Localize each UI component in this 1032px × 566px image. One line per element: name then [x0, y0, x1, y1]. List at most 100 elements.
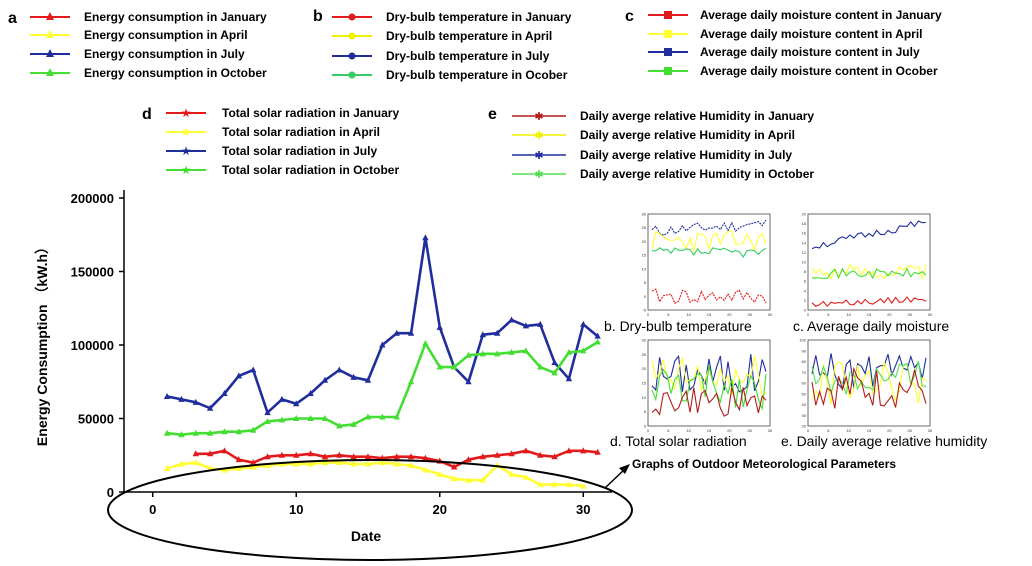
subplot-y-tick: 90 [802, 348, 807, 353]
subplot-frame [647, 339, 771, 427]
data-point-july [264, 409, 271, 416]
y-tick-label: 100000 [71, 338, 114, 353]
data-point-july [336, 366, 343, 373]
data-point-july [206, 404, 214, 411]
subplot-series-line [651, 288, 767, 304]
subplot-x-tick: 10 [846, 312, 851, 317]
subplot-x-tick: 25 [747, 428, 752, 433]
subplot-series-line [811, 220, 927, 250]
y-axis-label: Energy Consumption （kW.h） [34, 240, 50, 446]
data-point-january [493, 451, 501, 458]
data-point-january [206, 450, 214, 457]
x-tick-label: 30 [576, 502, 590, 517]
data-point-october [407, 378, 415, 385]
pointer-arrow-head [619, 464, 630, 474]
subplot-d: 0 5 10 15 20 25 30 0 5 10 15 20 25 30 [642, 338, 773, 434]
data-point-july [580, 320, 587, 327]
svg-text:✱: ✱ [534, 150, 543, 162]
data-point-july [594, 332, 601, 339]
highlight-ellipse [107, 459, 633, 561]
data-point-july [192, 398, 199, 405]
subplot-y-tick: 40 [802, 402, 807, 407]
data-point-april [522, 473, 530, 480]
data-point-july [537, 320, 544, 327]
svg-text:✱: ✱ [534, 169, 543, 181]
series-line-april [166, 461, 584, 488]
data-point-january [537, 451, 544, 458]
legend-d-item-january: ★ Total solar radiation in January [166, 106, 399, 120]
svg-text:★: ★ [181, 106, 192, 120]
data-point-october [163, 429, 171, 436]
legend-b-item-october: Dry-bulb temperature in Ocober [332, 68, 568, 82]
legend-c-item-october: Average daily moisture content in Ocober [648, 64, 938, 78]
subplot-y-tick: 10 [642, 266, 647, 271]
data-point-april [293, 460, 300, 467]
data-point-april [192, 459, 199, 466]
data-point-january [594, 448, 601, 455]
legend-a-item-january: Energy consumption in January [30, 10, 267, 24]
data-point-october [537, 363, 544, 370]
subplot-y-tick: 20 [642, 239, 647, 244]
data-point-april [407, 462, 415, 469]
data-point-july [178, 395, 185, 402]
data-point-january [465, 456, 472, 463]
subplot-e: 20 30 40 50 60 70 80 90 100 0 5 10 15 20 25 30 [799, 338, 933, 434]
legend-a-item-april: Energy consumption in April [30, 28, 248, 42]
data-point-july [565, 375, 573, 382]
data-point-april [422, 466, 429, 473]
data-point-october [379, 413, 386, 420]
subplot-frame [807, 213, 931, 311]
legend-a-letter: a [8, 10, 17, 27]
subplot-e-caption: e. Daily average relative humidity [781, 433, 987, 449]
y-tick-label: 150000 [71, 265, 114, 280]
subplot-y-tick: 20 [802, 212, 807, 217]
subplot-y-tick: 10 [802, 260, 807, 265]
legend-d-label-april: Total solar radiation in April [222, 125, 380, 139]
data-point-april [163, 464, 171, 471]
subplot-x-tick: 20 [727, 428, 732, 433]
subplot-c: 0 2 4 6 8 10 12 14 16 18 20 0 5 10 15 20 25 30 [802, 212, 933, 318]
data-point-april [379, 459, 386, 466]
subplot-y-tick: 25 [642, 225, 647, 230]
data-point-april [321, 459, 329, 466]
data-point-april [221, 466, 228, 473]
subplot-y-tick: 14 [802, 240, 807, 245]
data-point-july [350, 373, 357, 380]
data-point-april [178, 460, 185, 467]
subplot-y-tick: 16 [802, 231, 807, 236]
subplot-y-tick: 15 [642, 253, 647, 258]
subplot-y-tick: 60 [802, 381, 807, 386]
subplot-x-tick: 15 [867, 312, 872, 317]
subplot-y-tick: 0 [804, 308, 807, 313]
data-point-october [551, 369, 558, 376]
subplot-x-tick: 25 [907, 428, 912, 433]
data-point-january [580, 447, 587, 454]
subplot-y-tick: 30 [642, 338, 647, 343]
subplot-series-line [651, 365, 767, 411]
data-point-july [163, 392, 171, 399]
subplot-y-tick: 2 [804, 298, 807, 303]
data-point-october [364, 413, 372, 420]
subplot-x-tick: 5 [667, 428, 670, 433]
legend-c-letter: c [625, 8, 634, 25]
legend-c-item-april: Average daily moisture content in April [648, 27, 923, 41]
subplot-d-caption: d. Total solar radiation [610, 433, 747, 449]
data-point-january [249, 459, 257, 466]
legend-c: c Average daily moisture content in Janu… [625, 8, 942, 78]
legend-d-item-april: ★ Total solar radiation in April [166, 125, 380, 139]
data-point-april [264, 462, 271, 469]
data-point-october [307, 415, 314, 421]
data-point-july [436, 323, 443, 330]
subplot-x-tick: 0 [647, 312, 650, 317]
y-tick-label: 200000 [71, 191, 114, 206]
subplot-y-tick: 12 [802, 250, 807, 255]
data-point-january [192, 450, 199, 457]
subplot-y-tick: 30 [802, 413, 807, 418]
data-point-april [450, 475, 458, 482]
subplot-y-tick: 5 [644, 280, 647, 285]
legend-a-item-october: Energy consumption in October [30, 66, 267, 80]
subplot-y-tick: 4 [804, 288, 807, 293]
subplot-y-tick: 20 [642, 366, 647, 371]
legend-e-item-october: ✱ Daily averge relative Humidity in Octo… [512, 167, 814, 181]
subplot-x-tick: 0 [807, 428, 810, 433]
